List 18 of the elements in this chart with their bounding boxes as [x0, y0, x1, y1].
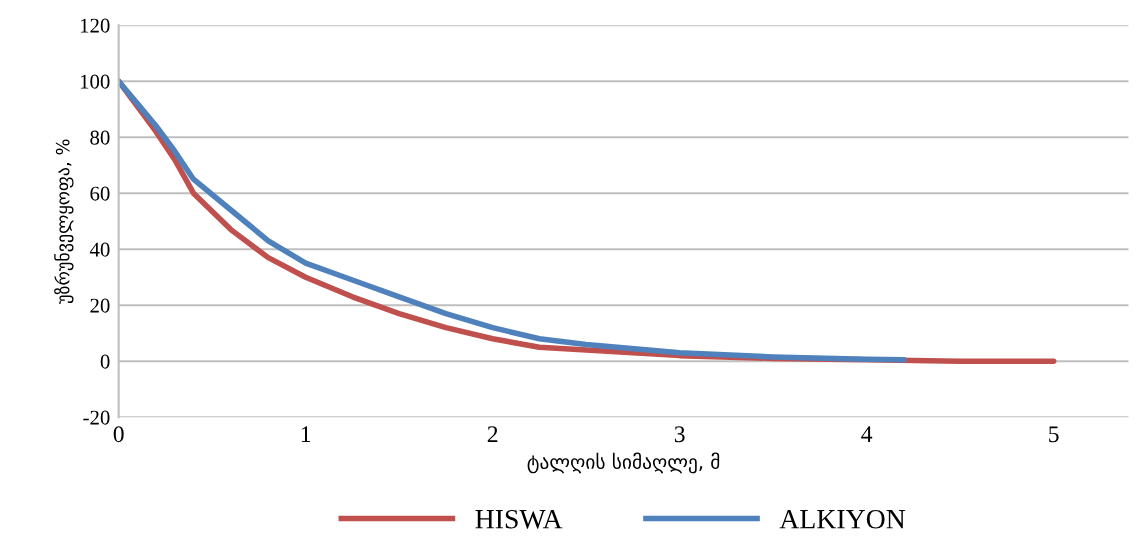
y-tick-label: 80: [90, 130, 110, 145]
y-tick-label: -20: [83, 410, 110, 425]
y-tick-label: 0: [100, 354, 110, 369]
legend-label: HISWA: [475, 509, 563, 529]
x-tick-label: 1: [301, 426, 311, 442]
legend-label: ALKIYON: [779, 509, 906, 529]
x-tick-label: 2: [487, 426, 498, 442]
x-tick-label: 5: [1049, 426, 1059, 443]
y-tick-label: 100: [80, 74, 110, 89]
y-tick-label: 40: [89, 242, 110, 257]
x-tick-label: 0: [113, 426, 124, 443]
y-tick-label: 20: [90, 298, 110, 313]
x-tick-label: 3: [674, 426, 685, 443]
y-tick-label: 60: [90, 186, 110, 201]
y-tick-label: 120: [80, 18, 110, 33]
x-axis-title: ტალღის სიმაღლე, მ: [527, 452, 720, 474]
x-tick-label: 4: [861, 426, 873, 442]
y-axis-title: უზრუნველყოფა, %: [54, 139, 74, 304]
